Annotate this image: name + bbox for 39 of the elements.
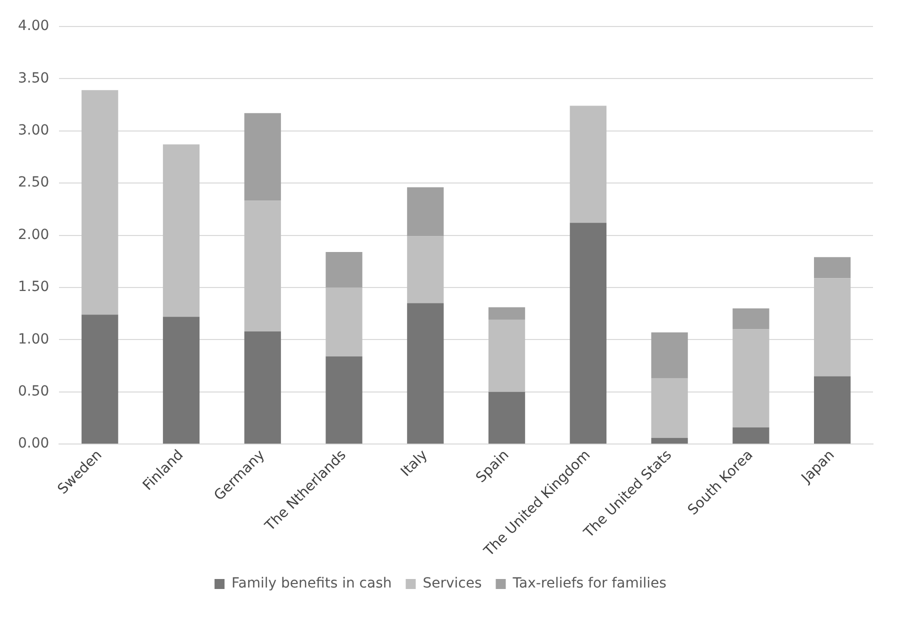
y-tick-label: 3.00 (18, 122, 50, 138)
bar (407, 187, 444, 236)
bar (244, 113, 281, 201)
bar (162, 316, 200, 444)
bar (82, 90, 118, 315)
bar (162, 144, 200, 317)
bar (570, 222, 606, 444)
bar (814, 376, 851, 444)
bar (732, 308, 770, 330)
bar (732, 427, 770, 444)
y-tick-label: 2.00 (18, 226, 50, 243)
y-tick-label: 3.50 (18, 70, 50, 86)
bar (407, 236, 444, 304)
bar (488, 392, 526, 444)
bar (814, 257, 851, 278)
legend-label: Services (422, 576, 482, 592)
bar (326, 252, 362, 288)
y-tick-label: 4.00 (18, 18, 50, 34)
legend-label: Family benefits in cash (232, 576, 392, 592)
y-tick-label: 1.50 (18, 279, 50, 296)
y-tick-label: 0.50 (18, 384, 50, 400)
bar (326, 356, 362, 444)
bar (488, 320, 526, 392)
legend-label: Tax-reliefs for families (512, 576, 666, 592)
bar (82, 314, 118, 444)
bar (488, 307, 526, 320)
bar (407, 303, 444, 444)
bar (244, 331, 281, 444)
y-tick-label: 1.00 (18, 331, 50, 348)
bar (651, 438, 688, 444)
y-tick-label: 2.50 (18, 174, 50, 191)
bar (651, 332, 688, 378)
bar (814, 278, 851, 376)
bar (570, 106, 606, 223)
bar (244, 200, 281, 332)
y-tick-label: 0.00 (18, 436, 50, 452)
bar (651, 378, 688, 438)
bar (326, 287, 362, 356)
bar (732, 329, 770, 428)
